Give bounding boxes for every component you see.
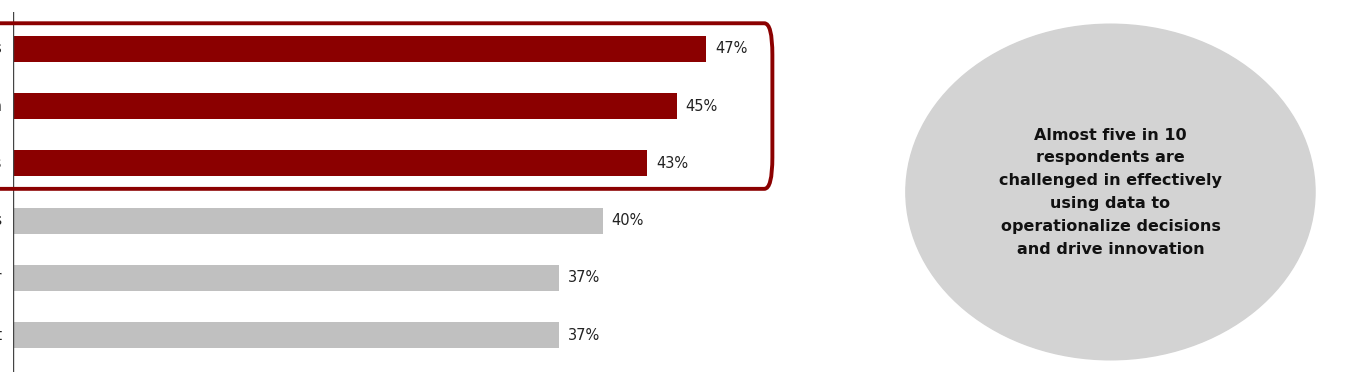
Bar xyxy=(13,36,707,62)
Text: Almost five in 10
respondents are
challenged in effectively
using data to
operat: Almost five in 10 respondents are challe… xyxy=(999,127,1222,257)
Bar xyxy=(13,208,603,233)
Text: 40%: 40% xyxy=(611,213,645,228)
Text: Using data to make better decisions: Using data to make better decisions xyxy=(0,156,1,171)
Text: Lack of data and intelligence skills: Lack of data and intelligence skills xyxy=(0,213,1,228)
Text: 37%: 37% xyxy=(568,270,600,285)
Text: 45%: 45% xyxy=(685,99,717,114)
Text: 43%: 43% xyxy=(656,156,688,171)
Text: 47%: 47% xyxy=(715,41,747,56)
Bar xyxy=(13,322,559,348)
Bar xyxy=(13,93,677,119)
Bar xyxy=(13,151,647,176)
Circle shape xyxy=(906,24,1315,360)
Text: Adopt a rapid test and learn environment: Adopt a rapid test and learn environment xyxy=(0,328,1,343)
Text: Using data to drive innovation: Using data to drive innovation xyxy=(0,99,1,114)
Text: 37%: 37% xyxy=(568,328,600,343)
Text: Using data to operationalize decisions: Using data to operationalize decisions xyxy=(0,41,1,56)
Bar xyxy=(13,265,559,291)
Text: A 360-degree view of the customer: A 360-degree view of the customer xyxy=(0,270,1,285)
